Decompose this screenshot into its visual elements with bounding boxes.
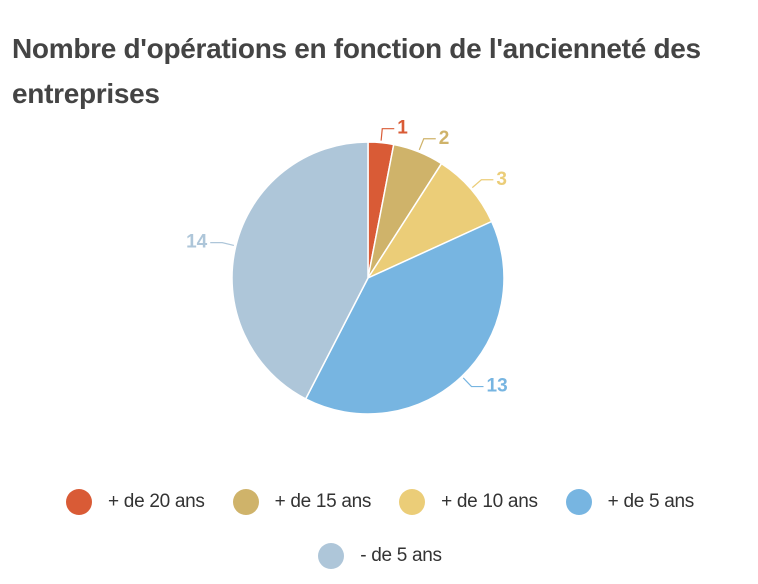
legend-swatch [232,489,259,515]
legend-item[interactable]: - de 5 ans [318,538,442,574]
legend-swatch [318,543,345,569]
data-label: 2 [439,128,450,149]
leader-line [418,138,436,151]
legend-label: + de 15 ans [274,491,372,512]
legend-item[interactable]: + de 10 ans [399,484,538,520]
chart: 1 2 3 13 14 [186,118,508,415]
chart-title: Nombre d'opérations en fonction de l'anc… [12,33,701,109]
legend-label: + de 20 ans [108,491,205,512]
data-label: 1 [397,118,408,139]
pie-slice [231,141,369,400]
pie-slice [304,220,505,415]
data-label: 13 [487,376,508,397]
data-label: 14 [186,232,208,253]
legend-swatch [565,489,592,515]
legend-swatch [399,489,426,515]
leader-line [462,377,484,388]
leader-line [210,242,235,247]
legend: + de 20 ans + de 15 ans + de 10 ans + de 5 … [40,484,720,574]
legend-label: - de 5 ans [360,545,442,566]
legend-item[interactable]: + de 20 ans [66,484,205,520]
legend-label: + de 5 ans [607,491,695,512]
data-label: 3 [496,169,507,190]
leader-line [471,179,494,189]
legend-item[interactable]: + de 15 ans [232,484,372,520]
legend-item[interactable]: + de 5 ans [565,484,695,520]
legend-label: + de 10 ans [441,491,538,512]
leader-line [380,128,395,141]
legend-swatch [66,489,93,515]
